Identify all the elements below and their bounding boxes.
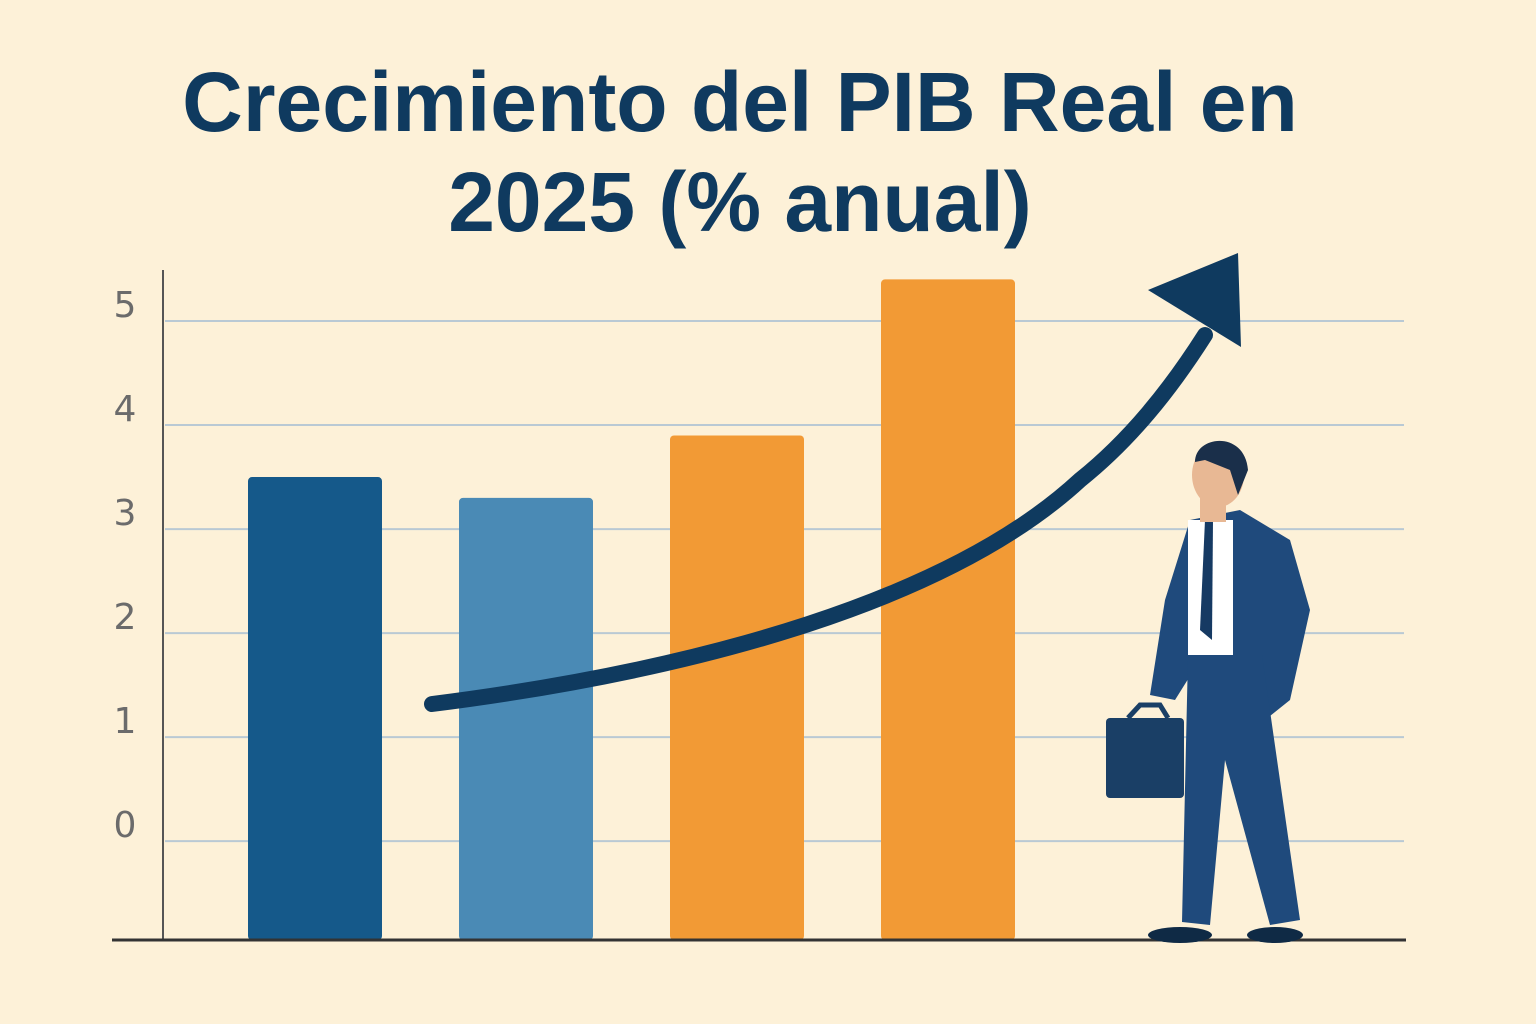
arrow-head	[1148, 253, 1241, 347]
bar	[459, 497, 593, 940]
chart-title: Crecimiento del PIB Real en 2025 (% anua…	[182, 55, 1298, 249]
plot: 0 1 2 3 4 5	[114, 279, 1404, 941]
businessman	[1106, 440, 1310, 943]
y-tick-label: 4	[114, 389, 137, 430]
trend-arrow	[424, 327, 1213, 712]
bar	[881, 279, 1015, 941]
y-tick-label: 2	[114, 597, 137, 638]
bar	[670, 435, 804, 940]
bar	[248, 477, 382, 940]
y-tick-label: 5	[114, 285, 137, 326]
y-tick-label: 3	[114, 493, 137, 534]
y-tick-label: 0	[114, 805, 137, 846]
y-tick-label: 1	[114, 701, 137, 742]
